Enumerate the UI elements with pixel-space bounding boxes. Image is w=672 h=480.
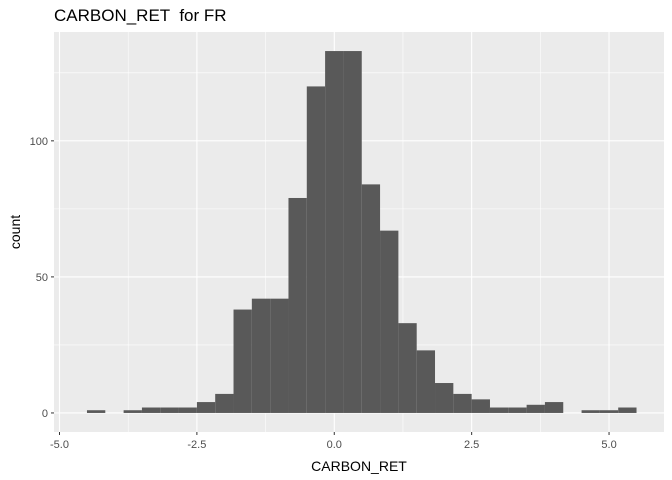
x-axis-title: CARBON_RET	[311, 458, 407, 474]
histogram-bar	[544, 402, 564, 413]
x-tick-label: 5.0	[601, 439, 616, 451]
histogram-bar	[526, 404, 545, 413]
histogram-bar	[380, 230, 399, 413]
histogram-bar	[599, 410, 619, 413]
histogram-bar	[141, 407, 161, 413]
axes: -5.0 -2.5 0.0 2.5 5.0 0 50 100	[30, 136, 617, 451]
histogram-bar	[306, 86, 326, 413]
y-axis-title: count	[7, 215, 23, 249]
y-tick-label: 100	[30, 136, 48, 148]
histogram-bar	[160, 407, 179, 413]
histogram-bar	[398, 323, 417, 413]
histogram-bar	[581, 410, 600, 413]
histogram-bar	[618, 407, 637, 413]
histogram-bar	[471, 399, 490, 413]
x-tick-label: 0.0	[327, 439, 342, 451]
histogram-bar	[343, 51, 362, 413]
x-tick-label: 2.5	[464, 439, 479, 451]
histogram-bar	[215, 393, 234, 413]
histogram-bar	[196, 402, 216, 413]
histogram-bar	[453, 393, 472, 413]
histogram-bar	[123, 410, 142, 413]
histogram-bar	[86, 410, 106, 413]
histogram-bar	[508, 407, 527, 413]
x-tick-label: -5.0	[50, 439, 69, 451]
y-tick-label: 0	[42, 408, 48, 420]
y-tick-label: 50	[36, 272, 48, 284]
x-tick-label: -2.5	[187, 439, 206, 451]
histogram-bar	[251, 298, 271, 413]
chart-title: CARBON_RET for FR	[54, 6, 227, 25]
histogram-bar	[489, 407, 509, 413]
histogram-bars	[86, 51, 637, 413]
histogram-bar	[270, 298, 289, 413]
histogram-bar	[178, 407, 197, 413]
histogram-bar	[325, 51, 344, 413]
histogram-bar	[416, 350, 436, 413]
histogram-bar	[233, 309, 252, 413]
histogram-bar	[361, 184, 381, 413]
histogram-bar	[435, 383, 454, 413]
histogram-bar	[288, 197, 307, 413]
